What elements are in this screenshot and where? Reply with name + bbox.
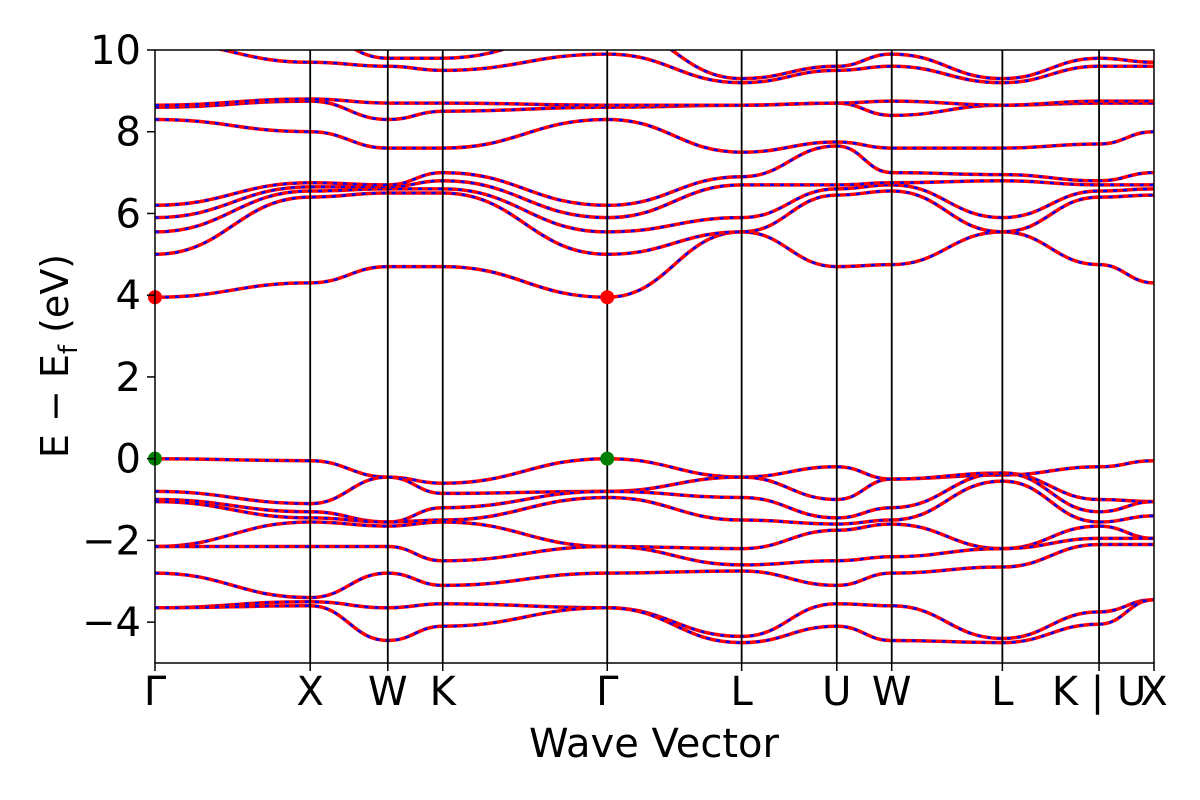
conduction-band-3-dash: [155, 179, 1154, 219]
valence-band-4-line: [155, 520, 1154, 551]
conduction-band-1-line: [155, 189, 1154, 257]
valence-band-5-dash: [155, 537, 1154, 567]
y-tick-label: 0: [116, 437, 141, 483]
valence-band-4-dash: [155, 520, 1154, 550]
x-tick-label: Γ: [596, 669, 619, 715]
valence-band-7-line: [155, 597, 1154, 641]
x-tick-label: K | U: [1052, 669, 1146, 715]
y-axis-label-sub: f: [54, 344, 84, 354]
y-tick-label: 8: [116, 110, 141, 156]
x-tick-label: Γ: [144, 669, 167, 715]
y-tick-label: 10: [90, 28, 141, 74]
valence-band-3-dash: [155, 479, 1154, 526]
conduction-band-6-dash: [155, 99, 1154, 121]
vbm-point-1: [600, 451, 615, 466]
valence-band-6-dash: [155, 543, 1154, 599]
y-axis-label-unit: (eV): [33, 254, 77, 345]
y-tick-label: 6: [116, 191, 141, 237]
valence-band-5-line: [155, 536, 1154, 567]
conduction-band-9-line: [352, 50, 1154, 81]
y-axis-label-main: E − E: [33, 354, 77, 458]
y-axis-label: E − Ef (eV): [33, 254, 84, 458]
conduction-band-7-dash: [155, 97, 1154, 107]
conduction-band-8-dash: [218, 50, 1154, 84]
band-lines: [155, 50, 1154, 645]
y-tick-label: −4: [82, 600, 141, 646]
plot-frame: [154, 49, 1155, 664]
cbm-point-1: [600, 290, 615, 305]
band-extrema-points: [148, 290, 615, 466]
x-tick-label: U: [822, 669, 851, 715]
y-tick-label: 2: [116, 355, 141, 401]
x-tick-label: W: [872, 669, 912, 715]
conduction-band-9-dash: [353, 50, 1154, 80]
y-axis-ticks: −4 −2 0 2 4 6 8 10: [82, 28, 155, 646]
conduction-band-5-dash: [155, 118, 1154, 154]
x-tick-label: L: [730, 669, 753, 715]
x-axis-label: Wave Vector: [529, 721, 780, 767]
conduction-band-0-line: [155, 230, 1154, 299]
y-tick-label: −2: [82, 518, 141, 564]
x-tick-label: K: [430, 669, 458, 715]
y-tick-label: 4: [116, 273, 141, 319]
conduction-band-0-dash: [155, 230, 1154, 299]
valence-band-1-line: [155, 471, 1154, 506]
conduction-band-8-line: [216, 50, 1154, 85]
x-tick-label: X: [1140, 669, 1167, 715]
valence-band-8-dash: [155, 598, 1154, 644]
conduction-band-2-dash: [155, 183, 1154, 234]
valence-band-2-line: [155, 471, 1154, 524]
conduction-band-1-dash: [155, 189, 1154, 256]
x-tick-label: W: [368, 669, 408, 715]
x-tick-label: L: [991, 669, 1014, 715]
x-tick-label: X: [296, 669, 323, 715]
high-symmetry-lines: [309, 50, 1100, 663]
